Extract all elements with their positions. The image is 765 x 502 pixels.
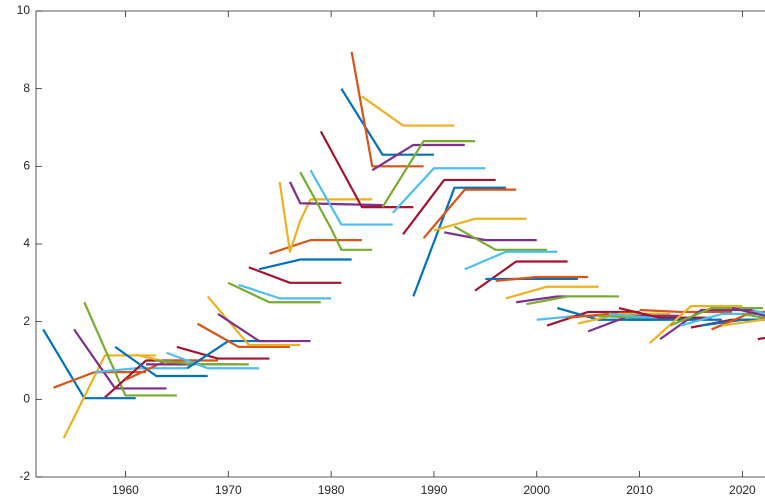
x-tick-label: 1980 xyxy=(318,483,345,497)
y-tick-label: 8 xyxy=(23,81,30,95)
series-line xyxy=(464,250,558,271)
series-line xyxy=(288,181,383,207)
y-tick-label: -2 xyxy=(19,469,30,483)
series-line xyxy=(412,186,506,297)
series-line xyxy=(422,188,517,239)
series-line xyxy=(618,307,712,319)
x-tick-label: 2010 xyxy=(626,483,653,497)
series-line xyxy=(319,130,414,209)
series-line xyxy=(505,285,599,300)
series-line xyxy=(361,95,455,127)
y-tick-label: 10 xyxy=(17,3,31,17)
y-tick-label: 4 xyxy=(23,236,30,250)
series-line xyxy=(391,167,486,214)
series-line xyxy=(309,169,393,226)
series-line xyxy=(350,51,424,168)
series-line xyxy=(742,312,765,320)
x-tick-label: 1990 xyxy=(421,483,448,497)
y-tick-label: 2 xyxy=(23,314,30,328)
series-line xyxy=(340,88,434,156)
series-line xyxy=(659,308,753,341)
series-line xyxy=(166,351,260,370)
series-line xyxy=(238,283,332,300)
series-line xyxy=(443,231,537,242)
series-line xyxy=(278,181,373,253)
series-line xyxy=(299,171,373,251)
series-line xyxy=(526,295,619,306)
series-line xyxy=(649,305,743,344)
series-line xyxy=(217,312,311,343)
series-line xyxy=(731,307,765,317)
series-line xyxy=(227,281,321,304)
series-line xyxy=(402,178,496,235)
series-line xyxy=(453,225,548,251)
series-line xyxy=(495,275,589,282)
series-line xyxy=(474,260,568,292)
series-line xyxy=(258,258,352,271)
series-line xyxy=(114,346,208,378)
x-tick-label: 2020 xyxy=(729,483,756,497)
x-tick-label: 1960 xyxy=(112,483,139,497)
series-line xyxy=(269,239,362,255)
series-line xyxy=(206,295,301,347)
series-line xyxy=(83,301,177,397)
series-line xyxy=(196,322,290,349)
series-line xyxy=(701,318,765,327)
series-line xyxy=(721,318,765,327)
series-line xyxy=(248,266,342,284)
x-tick-label: 2000 xyxy=(523,483,550,497)
plot-area xyxy=(42,51,765,439)
series-line xyxy=(639,308,733,314)
series-line xyxy=(176,345,270,360)
y-tick-label: 0 xyxy=(23,392,30,406)
series-line xyxy=(433,217,527,232)
x-tick-label: 1970 xyxy=(215,483,242,497)
series-line xyxy=(371,143,465,172)
series-line xyxy=(381,139,476,208)
y-tick-label: 6 xyxy=(23,159,30,173)
series-line xyxy=(669,306,763,327)
series-line xyxy=(546,310,640,327)
